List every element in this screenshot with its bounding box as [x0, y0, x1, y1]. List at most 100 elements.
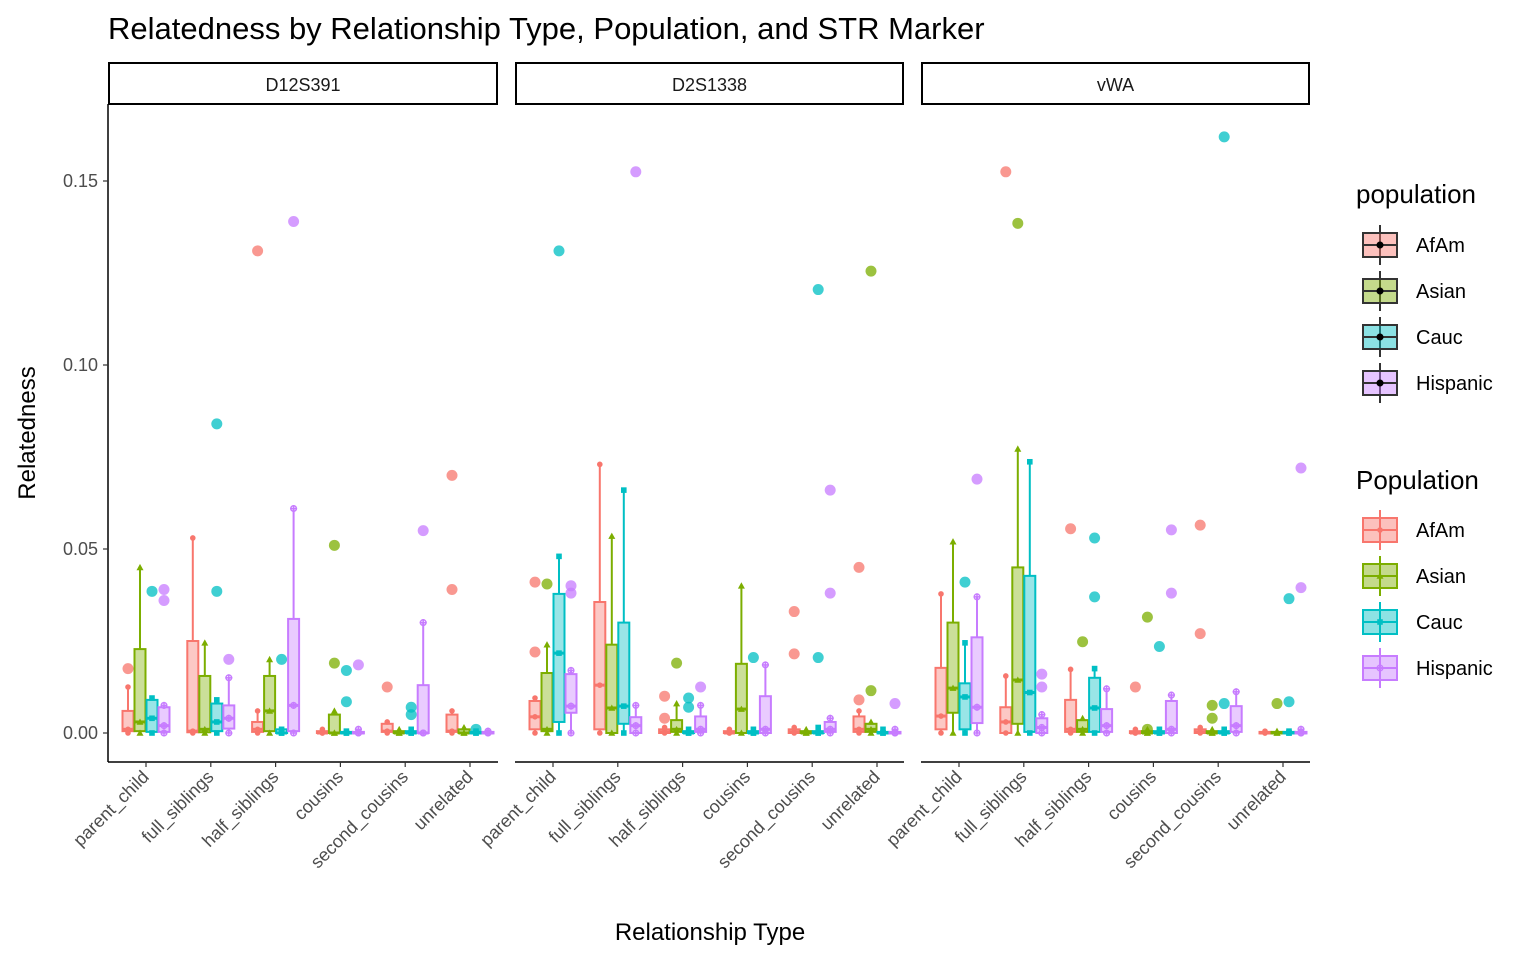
box-Cauc-half_siblings	[1088, 665, 1102, 736]
jitter-point	[408, 726, 414, 733]
box-iqr	[263, 674, 277, 733]
legend-colour-shape: Population AfAm Asian Cauc Hispanic	[1356, 465, 1493, 688]
jitter-point	[449, 708, 455, 714]
jitter-point	[567, 702, 575, 710]
outlier-jitter-point	[661, 693, 668, 699]
box-iqr	[605, 643, 619, 734]
jitter-point	[802, 729, 810, 736]
jitter-point	[608, 729, 616, 736]
outlier-jitter-point	[815, 286, 821, 293]
box-Asian-second_cousins	[392, 725, 406, 736]
jitter-point	[384, 719, 391, 725]
y-tick-label: 0.10	[63, 355, 98, 375]
box-Hispanic-parent_child	[157, 701, 171, 737]
legend-label: AfAm	[1416, 235, 1465, 257]
jitter-point	[761, 725, 769, 733]
jitter-point	[290, 701, 298, 709]
box-Asian-full_siblings	[198, 639, 212, 736]
box-Asian-half_siblings	[1076, 714, 1090, 736]
outlier-jitter-point	[1003, 169, 1009, 175]
outlier-Cauc	[470, 723, 482, 735]
jitter-point	[254, 708, 261, 714]
jitter-point	[962, 640, 968, 646]
outlier-jitter-point	[826, 589, 834, 597]
outlier-Asian	[328, 657, 340, 669]
jitter-point	[136, 718, 144, 725]
box-iqr	[186, 640, 200, 734]
jitter-point	[136, 563, 144, 571]
outlier-Hispanic	[824, 484, 836, 496]
outlier-jitter-point	[1091, 535, 1098, 541]
box-Hispanic-second_cousins	[823, 714, 837, 737]
jitter-point	[1156, 726, 1163, 733]
outlier-jitter-point	[1038, 683, 1046, 691]
x-tick-label: cousins	[697, 767, 754, 824]
legend-fill: population AfAm Asian Cauc Hispanic	[1356, 179, 1493, 403]
outlier-jitter-point	[867, 687, 875, 694]
jitter-point	[949, 538, 957, 545]
outlier-AfAm	[853, 561, 865, 573]
jitter-point	[1027, 730, 1033, 736]
box-Hispanic-half_siblings	[1100, 685, 1114, 737]
x-tick-label: cousins	[1103, 767, 1160, 824]
legend-key-Hispanic: Hispanic	[1362, 363, 1493, 403]
outlier-Cauc	[405, 709, 417, 721]
jitter-point	[556, 553, 562, 560]
jitter-point	[949, 684, 957, 691]
outlier-Cauc	[211, 585, 223, 597]
outlier-jitter-point	[673, 659, 681, 666]
box-Hispanic-full_siblings	[1035, 711, 1049, 737]
legend-label: Asian	[1416, 566, 1466, 588]
jitter-point	[419, 619, 427, 627]
jitter-point	[1091, 705, 1098, 711]
jitter-point	[1232, 729, 1240, 737]
legend-label: Hispanic	[1416, 658, 1493, 680]
box-Cauc-parent_child	[145, 695, 159, 736]
outlier-jitter-point	[1091, 594, 1098, 600]
outlier-Cauc	[1218, 698, 1230, 710]
jitter-point	[160, 729, 168, 737]
jitter-point	[408, 730, 414, 736]
outlier-Hispanic	[971, 473, 983, 485]
box-Hispanic-second_cousins	[416, 619, 430, 737]
box-iqr	[287, 617, 301, 733]
box-Asian-unrelated	[457, 723, 471, 736]
outlier-jitter-point	[1286, 595, 1292, 602]
legend-key-Hispanic: Hispanic	[1362, 648, 1493, 688]
legend-dot	[1376, 379, 1384, 387]
jitter-point	[673, 700, 681, 707]
legend-key-AfAm: AfAm	[1362, 225, 1465, 265]
jitter-point	[201, 639, 209, 646]
facet-strip	[515, 62, 904, 105]
box-AfAm-cousins	[722, 726, 736, 736]
box-Cauc-cousins	[746, 726, 760, 736]
outlier-Hispanic	[223, 653, 235, 665]
jitter-point	[1014, 676, 1022, 683]
jitter-point	[867, 729, 875, 736]
box-Cauc-parent_child	[552, 553, 566, 736]
jitter-point	[815, 730, 821, 736]
outlier-jitter-point	[891, 700, 899, 708]
box-Hispanic-cousins	[1164, 691, 1178, 737]
outlier-jitter-point	[254, 248, 261, 254]
outlier-AfAm	[1129, 681, 1141, 693]
box-Asian-cousins	[734, 582, 748, 736]
box-Cauc-second_cousins	[404, 726, 418, 736]
outlier-Asian	[1077, 636, 1089, 648]
outlier-jitter-point	[1143, 725, 1151, 733]
box-AfAm-half_siblings	[658, 724, 672, 736]
box-Cauc-cousins	[1152, 726, 1166, 736]
outlier-Asian	[328, 539, 340, 551]
jitter-point	[543, 729, 551, 736]
jitter-point	[343, 728, 350, 734]
outlier-jitter-point	[1208, 714, 1216, 722]
outlier-Asian	[541, 578, 553, 590]
jitter-point	[125, 684, 131, 690]
box-Hispanic-cousins	[351, 725, 365, 737]
jitter-point	[149, 695, 155, 701]
outlier-jitter-point	[408, 704, 414, 711]
jitter-point	[1232, 722, 1240, 730]
jitter-point	[290, 729, 298, 737]
box-AfAm-unrelated	[852, 708, 866, 736]
jitter-point	[1156, 730, 1163, 736]
